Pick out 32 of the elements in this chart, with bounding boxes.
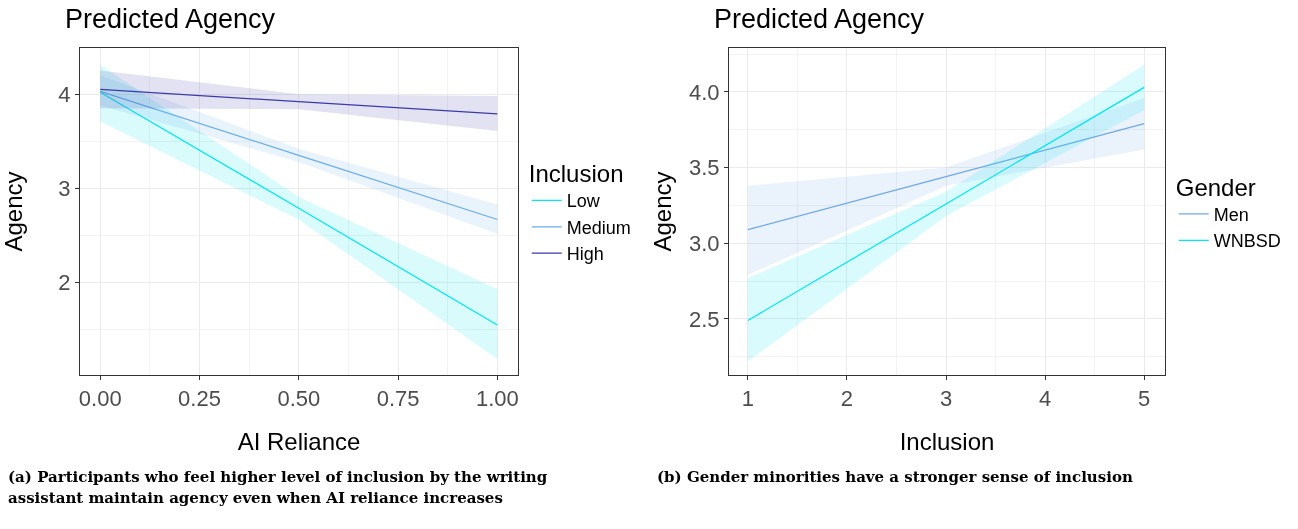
x-tick-label: 5 xyxy=(1138,386,1151,412)
legend-label: Medium xyxy=(566,217,631,238)
y-tick-label: 2.5 xyxy=(689,306,720,332)
y-tick-label: 2 xyxy=(58,270,71,296)
x-tick-label: 1.00 xyxy=(475,386,519,412)
x-tick-label: 2 xyxy=(840,386,854,412)
y-axis-title: Agency xyxy=(0,171,27,252)
legend-title: Inclusion xyxy=(528,160,624,188)
legend-label: Low xyxy=(566,191,601,212)
text: (a) Participants who feel higher level of inclusion by the writing assistant maintain agency even when AI reliance increases xyxy=(7,467,549,509)
x-tick-label: 3 xyxy=(939,386,953,412)
y-tick-label: 3.5 xyxy=(689,155,720,181)
x-tick-label: 0.25 xyxy=(178,386,221,412)
x-tick-label: 4 xyxy=(1038,386,1052,412)
x-tick-label: 0.75 xyxy=(376,386,420,412)
y-tick-label: 4.0 xyxy=(689,79,720,105)
y-tick-label: 3.0 xyxy=(689,230,720,256)
y-tick-label: 3 xyxy=(58,176,71,202)
legend-label: WNBSD xyxy=(1213,231,1281,252)
chart-title: Predicted Agency xyxy=(713,4,925,34)
legend-label: High xyxy=(566,244,604,265)
y-axis-title: Agency xyxy=(649,171,676,252)
y-tick-label: 4 xyxy=(58,81,71,107)
chart-title: Predicted Agency xyxy=(64,4,276,34)
x-tick-label: 1 xyxy=(741,386,754,412)
legend-title: Gender xyxy=(1175,173,1256,201)
text: (b) Gender minorities have a stronger sense of inclusion xyxy=(656,467,1134,488)
x-axis-title: AI Reliance xyxy=(237,428,361,455)
x-tick-label: 0.50 xyxy=(277,386,321,412)
x-tick-label: 0.00 xyxy=(78,386,122,412)
x-axis-title: Inclusion xyxy=(899,428,995,455)
legend-label: Men xyxy=(1213,204,1249,225)
